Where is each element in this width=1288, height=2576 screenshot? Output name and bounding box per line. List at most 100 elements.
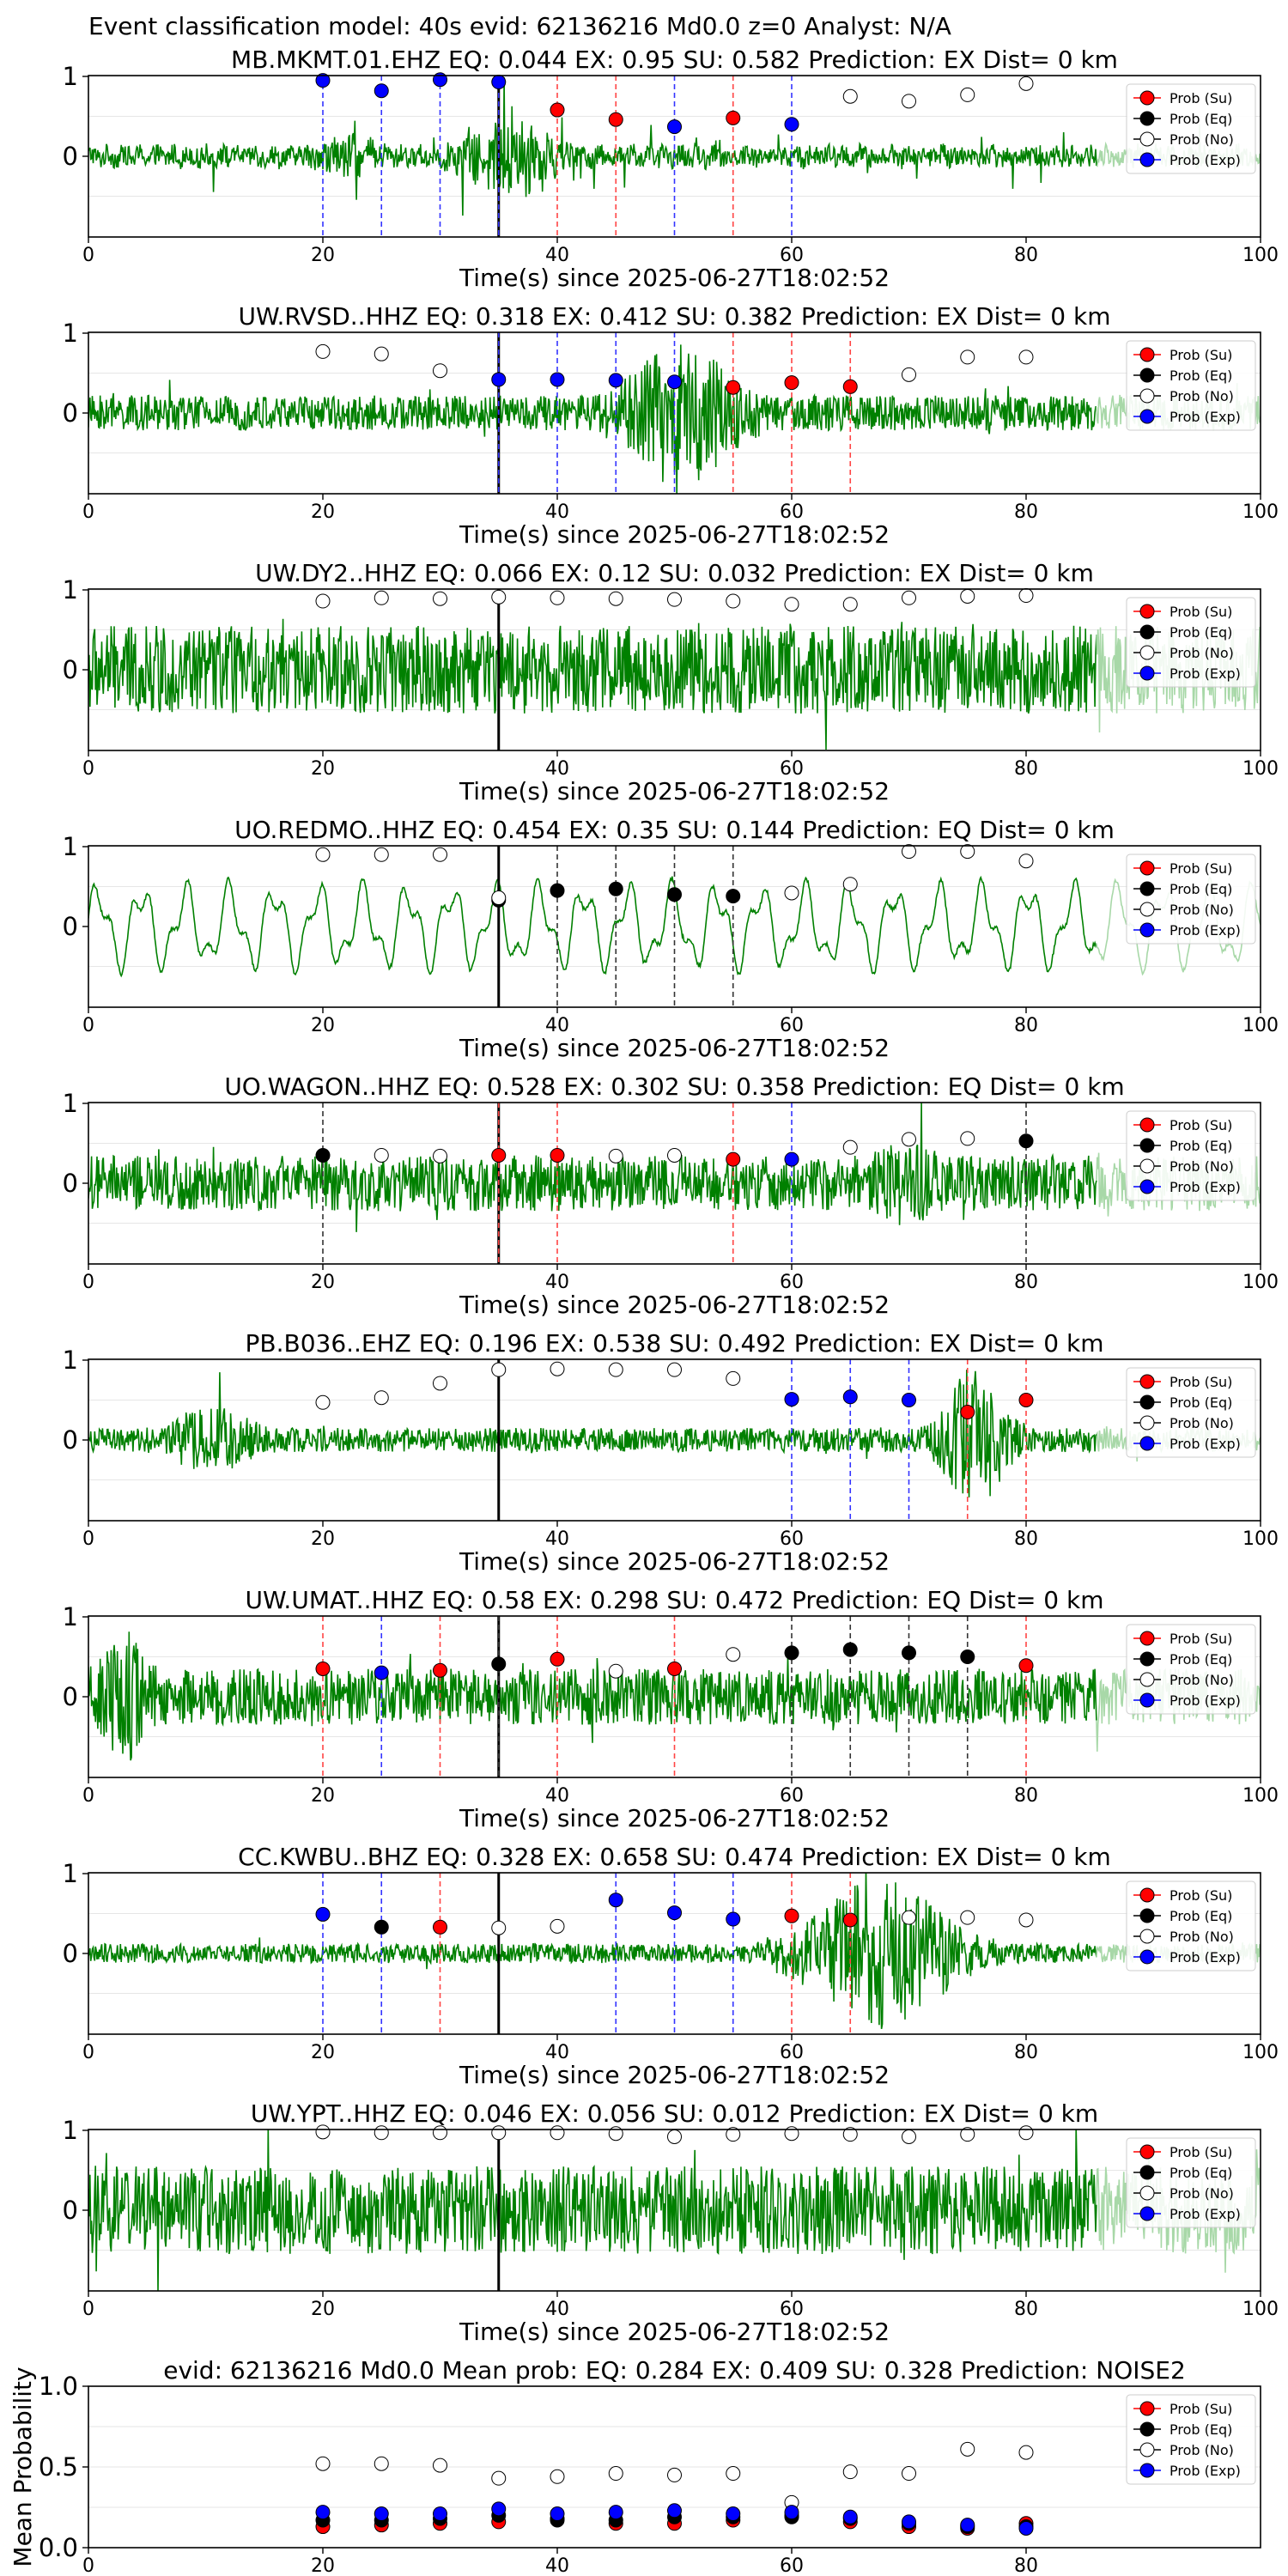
point-exp [550, 372, 565, 387]
legend-label: Prob (Exp) [1170, 665, 1241, 682]
x-axis-label: Time(s) since 2025-06-27T18:02:52 [459, 1804, 890, 1832]
point-no [960, 2127, 975, 2142]
point-su [784, 375, 799, 391]
legend-marker [1139, 152, 1155, 167]
panel-10: evid: 62136216 Md0.0 Mean prob: EQ: 0.28… [9, 2356, 1261, 2576]
point-no [726, 2466, 741, 2482]
point-su [726, 1151, 741, 1167]
y-tick-label: 0 [63, 1169, 78, 1198]
point-no [315, 2124, 331, 2140]
point-no [374, 1147, 389, 1163]
point-su [608, 112, 623, 127]
point-no [784, 597, 799, 612]
legend-marker [1139, 604, 1155, 619]
x-tick-label: 60 [780, 501, 804, 523]
x-ticks: 0 20 40 60 80 100 [82, 2291, 1279, 2320]
x-tick-label: 80 [1014, 501, 1038, 523]
legend: Prob (Su) Prob (Eq) Prob (No) Prob (Exp) [1126, 2394, 1256, 2485]
point-exp [784, 1392, 799, 1407]
y-tick-label: 0.5 [39, 2452, 78, 2482]
legend-marker [1139, 1138, 1155, 1153]
point-exp [667, 374, 682, 390]
waveform-trace-tail [1096, 876, 1261, 976]
panel-title: CC.KWBU..BHZ EQ: 0.328 EX: 0.658 SU: 0.4… [238, 1843, 1111, 1871]
x-ticks: 0 20 40 60 80 100 [82, 1777, 1279, 1807]
panel-title: evid: 62136216 Md0.0 Mean prob: EQ: 0.28… [163, 2356, 1186, 2385]
x-tick-label: 60 [780, 2299, 804, 2320]
y-tick-label: 1 [63, 832, 78, 861]
legend-marker [1139, 1436, 1155, 1451]
point-no [1018, 2125, 1034, 2141]
x-ticks: 0 20 40 60 80 100 [82, 1007, 1279, 1036]
legend-marker [1139, 902, 1155, 917]
point-no [902, 94, 916, 109]
legend-marker [1139, 1394, 1155, 1410]
legend-label: Prob (Exp) [1170, 1436, 1241, 1452]
point-exp [374, 2506, 389, 2522]
x-tick-label: 20 [311, 1785, 335, 1807]
legend-label: Prob (Eq) [1170, 111, 1232, 127]
point-eq [960, 1649, 975, 1664]
legend-label: Prob (Eq) [1170, 2421, 1232, 2438]
y-tick-label: 0 [63, 1425, 78, 1455]
y-tick-label: 1 [63, 319, 78, 348]
point-no [608, 1362, 623, 1377]
point-su [1018, 1393, 1034, 1407]
waveform-trace [88, 1631, 1097, 1761]
legend-label: Prob (Su) [1170, 1117, 1232, 1133]
x-tick-label: 20 [311, 1528, 335, 1550]
point-no [315, 1394, 331, 1410]
legend-marker [1139, 860, 1155, 876]
point-exp [667, 2503, 682, 2518]
y-tick-label: 1 [63, 575, 78, 605]
point-no [608, 1148, 623, 1163]
point-no [842, 597, 858, 612]
x-tick-label: 0 [82, 2042, 94, 2063]
x-tick-label: 40 [545, 1528, 569, 1550]
point-no [1018, 76, 1034, 91]
legend-marker [1139, 1692, 1155, 1708]
point-eq [315, 1147, 331, 1163]
x-axis-label: Time(s) since 2025-06-27T18:02:52 [459, 1547, 890, 1576]
point-no [960, 844, 975, 860]
point-no [842, 877, 858, 892]
point-no [433, 591, 447, 606]
x-tick-label: 80 [1014, 245, 1038, 266]
point-no [491, 2470, 507, 2486]
legend-label: Prob (No) [1170, 1415, 1234, 1431]
y-tick-label: 0 [63, 912, 78, 941]
x-ticks: 0 20 40 60 80 100 [82, 750, 1279, 780]
y-ticks: 10 [63, 319, 88, 428]
panel-title: PB.B036..EHZ EQ: 0.196 EX: 0.538 SU: 0.4… [245, 1329, 1103, 1358]
x-tick-label: 60 [780, 1015, 804, 1036]
point-eq [491, 1656, 507, 1672]
legend-label: Prob (Exp) [1170, 2463, 1241, 2479]
legend-label: Prob (Su) [1170, 1631, 1232, 1647]
y-ticks: 10 [63, 1089, 88, 1198]
x-tick-label: 60 [780, 1272, 804, 1293]
legend-label: Prob (Eq) [1170, 368, 1232, 384]
legend-label: Prob (No) [1170, 1672, 1234, 1688]
legend-marker [1139, 2206, 1155, 2221]
legend-marker [1139, 2185, 1155, 2201]
x-tick-label: 0 [82, 1528, 94, 1550]
legend: Prob (Su) Prob (Eq) Prob (No) Prob (Exp) [1126, 1110, 1256, 1201]
legend-label: Prob (Su) [1170, 860, 1232, 877]
x-axis-label: Time(s) since 2025-06-27T18:02:52 [459, 777, 890, 805]
legend-marker [1139, 1908, 1155, 1923]
x-tick-label: 100 [1242, 2299, 1279, 2320]
waveform-trace [88, 875, 1097, 978]
y-ticks: 10 [63, 1602, 88, 1711]
legend-marker [1139, 1929, 1155, 1944]
waveform-trace [88, 1370, 1097, 1498]
y-tick-label: 0 [63, 398, 78, 428]
point-exp [784, 117, 799, 132]
x-tick-label: 80 [1014, 1785, 1038, 1807]
legend-label: Prob (No) [1170, 645, 1234, 661]
probability-markers [315, 1361, 1034, 1419]
x-tick-label: 20 [311, 758, 335, 780]
legend-box [1126, 83, 1256, 174]
legend-marker [1139, 131, 1155, 147]
point-eq [550, 883, 565, 898]
legend-label: Prob (Eq) [1170, 2165, 1232, 2181]
